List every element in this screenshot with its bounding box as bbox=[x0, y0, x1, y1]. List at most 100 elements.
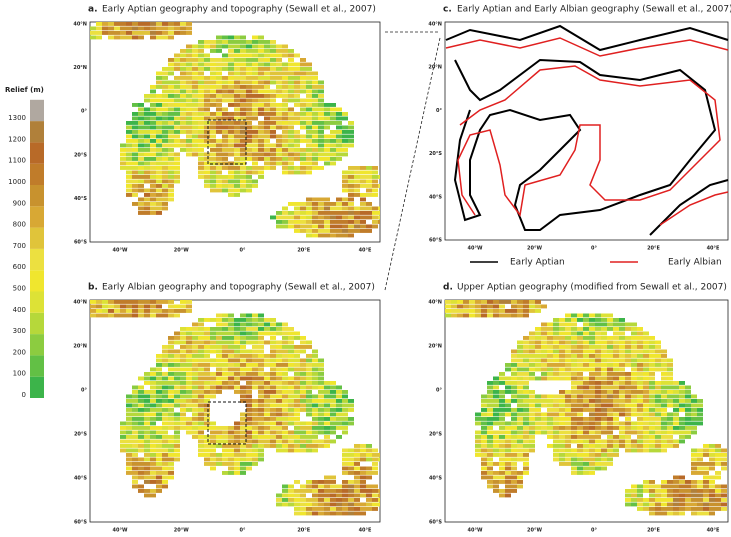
relief-cell bbox=[282, 332, 288, 336]
relief-cell bbox=[204, 58, 210, 62]
relief-cell bbox=[511, 422, 517, 426]
relief-cell bbox=[643, 372, 649, 376]
relief-cell bbox=[517, 345, 523, 349]
relief-cell bbox=[246, 336, 252, 340]
relief-cell bbox=[174, 166, 180, 170]
relief-cell bbox=[583, 431, 589, 435]
relief-cell bbox=[667, 377, 673, 381]
relief-cell bbox=[132, 121, 138, 125]
relief-cell bbox=[330, 440, 336, 444]
relief-cell bbox=[697, 503, 703, 507]
relief-cell bbox=[294, 211, 300, 215]
relief-cell bbox=[571, 336, 577, 340]
relief-cell bbox=[216, 336, 222, 340]
relief-cell bbox=[240, 36, 246, 40]
relief-cell bbox=[168, 81, 174, 85]
relief-cell bbox=[138, 435, 144, 439]
relief-cell bbox=[300, 381, 306, 385]
relief-cell bbox=[619, 426, 625, 430]
relief-cell bbox=[553, 417, 559, 421]
relief-cell bbox=[661, 417, 667, 421]
relief-cell bbox=[336, 108, 342, 112]
relief-cell bbox=[481, 476, 487, 480]
relief-cell bbox=[180, 300, 186, 304]
relief-cell bbox=[234, 58, 240, 62]
relief-cell bbox=[174, 58, 180, 62]
relief-cell bbox=[192, 431, 198, 435]
relief-cell bbox=[222, 40, 228, 44]
relief-cell bbox=[186, 117, 192, 121]
relief-cell bbox=[198, 354, 204, 358]
relief-cell bbox=[306, 144, 312, 148]
relief-cell bbox=[162, 27, 168, 31]
relief-cell bbox=[372, 494, 378, 498]
relief-cell bbox=[661, 498, 667, 502]
relief-cell bbox=[715, 462, 721, 466]
relief-cell bbox=[318, 202, 324, 206]
panel-title: Early Aptian geography and topography (S… bbox=[102, 5, 376, 15]
relief-cell bbox=[270, 130, 276, 134]
relief-cell bbox=[312, 135, 318, 139]
relief-cell bbox=[342, 126, 348, 130]
relief-cell bbox=[336, 148, 342, 152]
relief-cell bbox=[571, 386, 577, 390]
relief-cell bbox=[565, 435, 571, 439]
relief-cell bbox=[493, 395, 499, 399]
relief-cell bbox=[715, 458, 721, 462]
relief-cell bbox=[156, 449, 162, 453]
relief-cell bbox=[150, 121, 156, 125]
relief-cell bbox=[360, 229, 366, 233]
relief-cell bbox=[613, 363, 619, 367]
relief-cell bbox=[222, 94, 228, 98]
relief-cell bbox=[354, 489, 360, 493]
relief-cell bbox=[673, 503, 679, 507]
relief-cell bbox=[607, 449, 613, 453]
relief-cell bbox=[378, 216, 380, 220]
relief-cell bbox=[463, 305, 469, 309]
relief-cell bbox=[282, 440, 288, 444]
relief-cell bbox=[511, 426, 517, 430]
relief-cell bbox=[192, 350, 198, 354]
relief-cell bbox=[258, 157, 264, 161]
relief-cell bbox=[294, 112, 300, 116]
relief-cell bbox=[258, 399, 264, 403]
relief-cell bbox=[180, 99, 186, 103]
relief-cell bbox=[144, 435, 150, 439]
relief-cell bbox=[312, 153, 318, 157]
relief-cell bbox=[162, 309, 168, 313]
relief-cell bbox=[324, 148, 330, 152]
relief-cell bbox=[487, 485, 493, 489]
relief-cell bbox=[228, 171, 234, 175]
relief-cell bbox=[198, 453, 204, 457]
relief-cell bbox=[523, 305, 529, 309]
relief-cell bbox=[96, 27, 102, 31]
relief-cell bbox=[324, 494, 330, 498]
relief-cell bbox=[667, 431, 673, 435]
relief-cell bbox=[228, 471, 234, 475]
relief-cell bbox=[240, 363, 246, 367]
relief-cell bbox=[252, 153, 258, 157]
relief-cell bbox=[192, 112, 198, 116]
relief-cell bbox=[715, 471, 721, 475]
relief-cell bbox=[162, 345, 168, 349]
relief-cell bbox=[282, 166, 288, 170]
relief-cell bbox=[276, 157, 282, 161]
relief-cell bbox=[475, 444, 481, 448]
relief-cell bbox=[288, 112, 294, 116]
relief-cell bbox=[589, 363, 595, 367]
relief-cell bbox=[96, 22, 102, 26]
relief-cell bbox=[505, 458, 511, 462]
relief-cell bbox=[210, 49, 216, 53]
relief-cell bbox=[252, 36, 258, 40]
relief-cell bbox=[306, 76, 312, 80]
relief-cell bbox=[174, 372, 180, 376]
relief-cell bbox=[306, 489, 312, 493]
relief-cell bbox=[210, 157, 216, 161]
relief-cell bbox=[324, 404, 330, 408]
relief-cell bbox=[661, 413, 667, 417]
relief-cell bbox=[138, 458, 144, 462]
relief-cell bbox=[571, 323, 577, 327]
relief-cell bbox=[198, 99, 204, 103]
relief-cell bbox=[348, 498, 354, 502]
relief-cell bbox=[505, 462, 511, 466]
